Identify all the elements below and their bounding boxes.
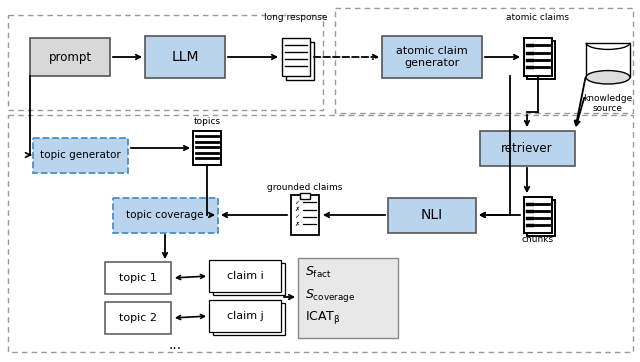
FancyBboxPatch shape [209,260,281,292]
Text: ✓: ✓ [294,214,300,219]
FancyBboxPatch shape [479,130,575,165]
FancyBboxPatch shape [145,36,225,78]
FancyBboxPatch shape [30,38,110,76]
FancyBboxPatch shape [527,200,555,236]
Ellipse shape [586,71,630,84]
Text: chunks: chunks [522,236,554,244]
FancyBboxPatch shape [286,42,314,80]
FancyBboxPatch shape [382,36,482,78]
Text: NLI: NLI [421,208,443,222]
Text: topics: topics [193,118,221,126]
Text: ✗: ✗ [294,207,300,212]
FancyBboxPatch shape [113,198,218,232]
Text: topic 1: topic 1 [119,273,157,283]
Text: grounded claims: grounded claims [268,184,342,193]
FancyBboxPatch shape [524,197,552,233]
FancyBboxPatch shape [209,300,281,332]
Text: $\rm ICAT_{\beta}$: $\rm ICAT_{\beta}$ [305,310,340,327]
FancyBboxPatch shape [524,38,552,76]
FancyBboxPatch shape [527,41,555,79]
FancyBboxPatch shape [388,198,476,232]
Text: atomic claim
generator: atomic claim generator [396,46,468,68]
Text: long response: long response [264,13,328,22]
Text: ...: ... [168,338,182,352]
FancyBboxPatch shape [105,302,171,334]
Text: ✗: ✗ [294,222,300,227]
Text: knowledge
source: knowledge source [584,94,632,113]
FancyBboxPatch shape [300,193,310,199]
Text: topic generator: topic generator [40,150,120,160]
FancyBboxPatch shape [213,303,285,335]
Text: $S_{\rm fact}$: $S_{\rm fact}$ [305,265,332,279]
FancyBboxPatch shape [105,262,171,294]
FancyBboxPatch shape [282,38,310,76]
FancyBboxPatch shape [298,258,398,338]
FancyBboxPatch shape [33,138,127,173]
Text: ✓: ✓ [294,200,300,205]
Text: claim j: claim j [227,311,264,321]
Text: atomic claims: atomic claims [506,13,570,22]
Text: topic coverage: topic coverage [126,210,204,220]
FancyBboxPatch shape [213,263,285,295]
Text: retriever: retriever [501,142,553,155]
Text: $S_{\rm coverage}$: $S_{\rm coverage}$ [305,286,355,303]
FancyBboxPatch shape [586,43,630,77]
Text: prompt: prompt [49,51,92,63]
Text: topic 2: topic 2 [119,313,157,323]
FancyBboxPatch shape [291,195,319,235]
Text: LLM: LLM [172,50,199,64]
FancyBboxPatch shape [193,131,221,165]
Text: claim i: claim i [227,271,264,281]
